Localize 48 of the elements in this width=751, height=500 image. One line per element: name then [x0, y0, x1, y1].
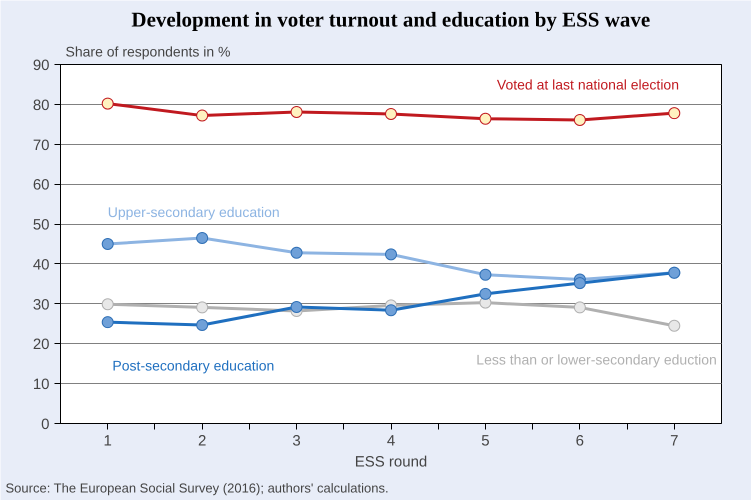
point: [290, 301, 303, 314]
point: [574, 301, 586, 314]
point: [668, 320, 680, 332]
y-tick-label: 10: [32, 376, 50, 394]
point: [102, 98, 114, 110]
y-tick-label: 80: [32, 96, 50, 114]
point: [290, 246, 303, 259]
point: [668, 107, 680, 120]
x-tick-label: 5: [481, 432, 490, 450]
chart-title: Development in voter turnout and education by ESS wave: [131, 8, 650, 32]
x-tick-label: 4: [386, 432, 396, 450]
y-tick-label: 70: [32, 136, 50, 154]
y-tick-label: 20: [32, 336, 50, 354]
x-tick-label: 7: [670, 432, 678, 450]
point: [196, 301, 208, 314]
point: [102, 238, 114, 250]
point: [196, 232, 208, 244]
point: [385, 248, 397, 260]
x-tick-label: 1: [104, 432, 112, 450]
point: [385, 108, 397, 120]
y-axis-title: Share of respondents in %: [66, 44, 230, 60]
series-label: Upper-secondary education: [108, 204, 280, 220]
text: Less than or lower-secondary eduction: [476, 352, 717, 368]
point: [196, 110, 208, 122]
point: [574, 277, 586, 290]
y-tick-label: 50: [32, 216, 50, 234]
x-tick-label: 6: [576, 432, 584, 450]
y-tick-label: 40: [32, 256, 50, 274]
point: [574, 114, 586, 126]
y-tick-label: 30: [32, 296, 50, 314]
point: [102, 298, 114, 310]
point: [290, 106, 303, 118]
text: Post-secondary education: [112, 358, 274, 374]
point: [479, 112, 492, 125]
y-tick-label: 0: [41, 416, 50, 433]
point: [479, 268, 492, 281]
point: [479, 288, 492, 300]
point: [668, 266, 680, 279]
source-note: Source: The European Social Survey (2016); authors' calculations.: [6, 480, 389, 496]
x-tick-label: 2: [198, 432, 206, 450]
y-tick-label: 60: [32, 176, 50, 194]
point: [385, 304, 397, 316]
x-tick-label: 3: [292, 432, 301, 450]
y-tick-label: 90: [32, 57, 50, 74]
point: [102, 316, 114, 328]
point: [196, 318, 208, 331]
x-axis-title: ESS round: [354, 454, 428, 470]
series-label: Voted at last national election: [496, 76, 680, 92]
